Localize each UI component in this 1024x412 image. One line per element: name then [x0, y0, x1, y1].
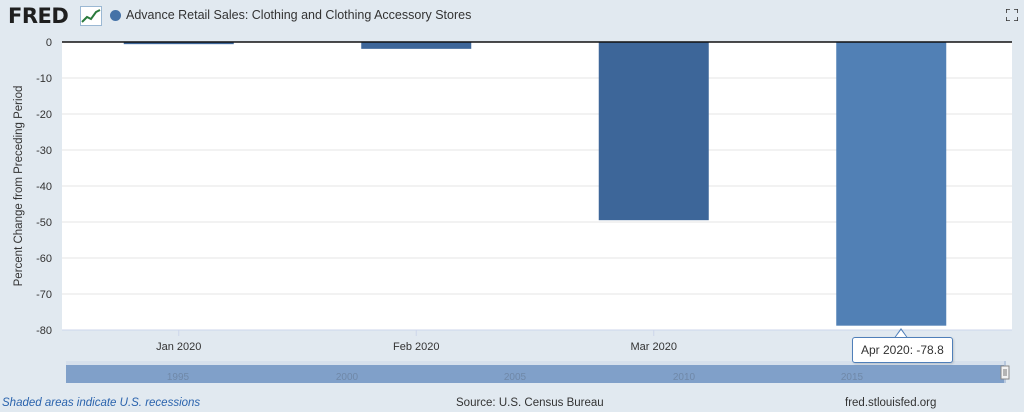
range-navigator[interactable]: 1995 2000 2005 2010 2015 — [66, 361, 1010, 383]
chart-header: FRED Advance Retail Sales: Clothing and … — [0, 0, 1024, 34]
tooltip-label: Apr 2020: — [861, 343, 914, 357]
navigator-year-label: 2000 — [336, 372, 359, 383]
tooltip-value: -78.8 — [916, 343, 944, 357]
y-axis: 0 -10 -20 -30 -40 -50 -60 -70 -80 — [36, 37, 52, 337]
bars — [62, 41, 1012, 326]
navigator-year-label: 2005 — [504, 372, 527, 383]
y-tick-label: -30 — [36, 145, 52, 157]
navigator-year-label: 2010 — [673, 372, 696, 383]
recession-note[interactable]: Shaded areas indicate U.S. recessions — [2, 397, 201, 409]
y-tick-label: -50 — [36, 217, 52, 229]
navigator-year-label: 2015 — [841, 372, 864, 383]
y-axis-label: Percent Change from Preceding Period — [13, 86, 25, 287]
source-note: Source: U.S. Census Bureau — [456, 397, 604, 409]
bar-chart: 0 -10 -20 -30 -40 -50 -60 -70 -80 Percent Change… — [13, 37, 1012, 383]
navigator-series-area — [66, 365, 1004, 383]
y-tick-label: 0 — [46, 37, 52, 49]
x-axis: Jan 2020 Feb 2020 Mar 2020 — [62, 329, 1012, 353]
y-tick-label: -40 — [36, 181, 52, 193]
fullscreen-icon[interactable] — [1006, 9, 1018, 21]
tooltip-arrow-inner — [895, 330, 907, 338]
navigator-top-band — [66, 361, 1004, 365]
bar-mar-2020[interactable] — [598, 42, 709, 221]
navigator-year-label: 1995 — [167, 372, 190, 383]
y-tick-label: -70 — [36, 289, 52, 301]
legend-series-marker — [110, 10, 121, 21]
y-tick-label: -80 — [36, 325, 52, 337]
y-tick-label: -60 — [36, 253, 52, 265]
x-tick-label: Jan 2020 — [156, 341, 201, 353]
navigator-handle[interactable] — [1000, 365, 1010, 380]
bar-jan-2020[interactable] — [123, 42, 234, 45]
y-tick-label: -10 — [36, 73, 52, 85]
x-tick-label: Mar 2020 — [631, 341, 677, 353]
data-tooltip: Apr 2020: -78.8 — [852, 337, 953, 363]
chart-title[interactable]: Advance Retail Sales: Clothing and Cloth… — [126, 8, 472, 22]
bar-apr-2020[interactable] — [836, 42, 947, 326]
y-tick-label: -20 — [36, 109, 52, 121]
x-tick-label: Feb 2020 — [393, 341, 439, 353]
site-link[interactable]: fred.stlouisfed.org — [845, 397, 937, 409]
fred-graph-icon — [80, 6, 102, 26]
fred-logo[interactable]: FRED — [8, 4, 69, 28]
bar-feb-2020[interactable] — [361, 42, 472, 49]
